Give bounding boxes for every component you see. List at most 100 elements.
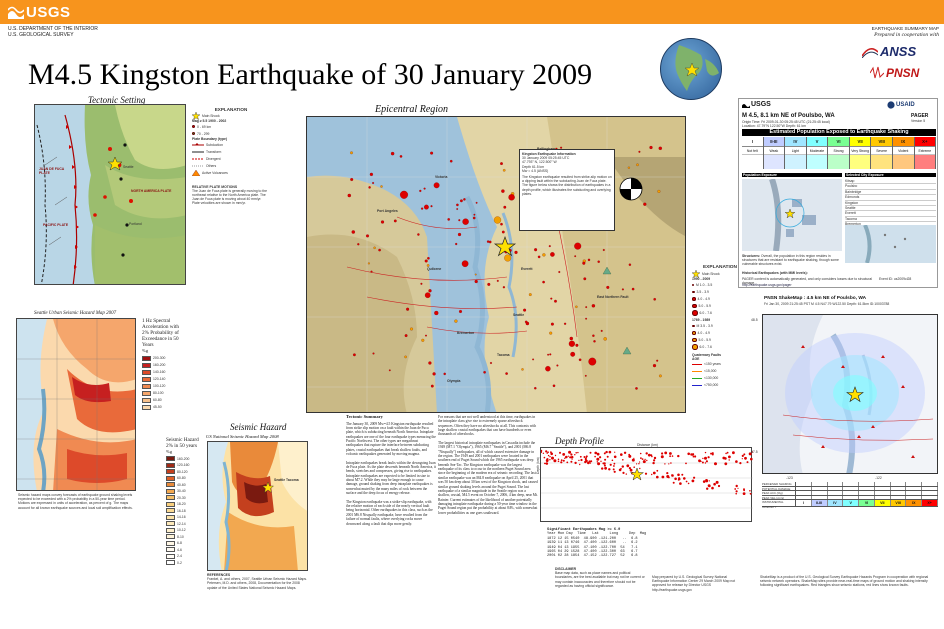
hazard-legend-label: 120-160 (177, 463, 190, 468)
depth-profile-dot (678, 477, 680, 479)
ages-list: <150 years <15,000 <130,000 <750,000 (692, 361, 748, 389)
usgs-logo[interactable]: USGS (8, 3, 71, 21)
depth-profile-dot (651, 473, 653, 476)
period2-list: M 3.5 - 3.9 4.0 - 4.9 5.0 - 5.9 6.0 - 7.6 (692, 323, 748, 351)
depth-profile-dot (605, 450, 608, 454)
depth-profile-dot (603, 464, 606, 467)
seismicity-dot (393, 219, 397, 223)
tectonic-legend-title: EXPLANATION (214, 107, 248, 112)
mag-heading: Mag ≥ 5.5 1900 - 2002 (192, 119, 227, 124)
hazard-legend-swatches: 160-200 120-160 80-120 60-80 40-60 30-40 20-30… (166, 456, 204, 567)
depth-profile-dot (562, 453, 566, 456)
depth-profile-dot (653, 456, 657, 460)
hazard-legend-title: Seismic Hazard 2% in 50 years (166, 437, 199, 449)
depth-profile-dot (669, 452, 672, 455)
pager-panel[interactable]: USGS USAID M 4.5, 8.1 km NE of Poulsbo, … (738, 98, 938, 288)
pager-url[interactable]: http://earthquake.usgs.gov/pager (742, 283, 792, 287)
depth-profile-dot (636, 463, 638, 465)
mmi-shaking: Weak (763, 146, 785, 154)
sig-table-header: Year Mon Day Time Lat Long Dep Mag (547, 532, 647, 537)
depth-profile-dot (741, 458, 743, 460)
seismicity-dot (378, 248, 381, 252)
depth-profile-dot (570, 453, 573, 456)
hazard-legend-label: 16-18 (177, 508, 186, 513)
epi-legend-row: 4.0 - 4.9 (692, 295, 748, 302)
depth-profile-dot (626, 464, 630, 468)
hazard-legend-label: 6-8 (177, 541, 182, 546)
anss-logo[interactable]: ANSS (862, 44, 916, 59)
pager-city-item: Everett (845, 211, 936, 217)
depth-profile-dot (653, 459, 656, 462)
intensity-scale-row: POTENTIAL DAMAGE (762, 486, 939, 492)
intensity-scale-cell (891, 491, 907, 495)
hazard-legend-swatch (166, 469, 175, 475)
depth-profile-dot (639, 452, 642, 455)
pager-population-map[interactable] (742, 179, 842, 251)
depth-profile-dot (577, 451, 579, 454)
hazard-legend-swatch (166, 560, 175, 566)
tectonic-map[interactable]: JUAN DE FUCA PLATE PACIFIC PLATE NORTH A… (34, 104, 186, 285)
seismicity-dot (428, 289, 432, 293)
mmi-column: IX Violent (892, 137, 915, 169)
depth-profile-chart[interactable]: Distance (km) Depth (km) (536, 443, 754, 522)
magnitude-dot-icon (692, 344, 698, 350)
hazard-legend-label: 20-30 (177, 495, 186, 500)
depth-profile-dot (596, 461, 598, 463)
mmi-column: II-III Weak (763, 137, 786, 169)
intensity-scale-cell (796, 491, 812, 495)
depth-profile-dot (681, 473, 684, 476)
period1-list: M 1.0 - 3.5 3.5 - 3.9 4.0 - 4.9 5.0 - 5.9 6.… (692, 281, 748, 316)
depth-profile-dot (735, 484, 738, 488)
shakemap-map[interactable] (762, 314, 938, 474)
intensity-scale-row: PEAK ACC.(%g) (762, 491, 939, 496)
seismicity-dot (542, 280, 545, 284)
depth-profile-dot (685, 462, 687, 465)
depth-profile-dot (549, 459, 551, 461)
urban-legend-label: 140-160 (153, 369, 166, 374)
urban-hazard-map[interactable] (16, 318, 136, 491)
epicentral-map[interactable]: Kingston Earthquake Information 30 Janua… (306, 116, 686, 413)
seismicity-dot (370, 270, 373, 273)
intensity-scale-cell (875, 486, 891, 491)
pager-table-title: Estimated Population Exposed to Earthqua… (742, 129, 936, 136)
magnitude-dot-icon (692, 283, 694, 286)
depth-profile-dot (674, 477, 677, 481)
seismicity-dot (603, 337, 607, 341)
place-olympia: Olympia (447, 379, 461, 383)
intensity-scale-cell (875, 495, 891, 500)
seismicity-dot (380, 220, 385, 224)
intensity-scale-cell: I (796, 500, 812, 507)
epi-legend-row: 5.0 - 5.9 (692, 337, 748, 344)
depth-profile-dot (565, 455, 568, 459)
seismicity-dot (635, 387, 638, 390)
pager-structures-title: Structures: (742, 254, 761, 258)
seismicity-dot (597, 260, 600, 263)
seismicity-dot (365, 234, 369, 238)
depth-profile-dot (677, 479, 680, 481)
mmi-fill (871, 154, 892, 169)
fault-age-row: <750,000 (692, 382, 748, 389)
mmi-fill (828, 154, 849, 169)
hazard-legend-row: 160-200 (166, 456, 204, 463)
hazard-legend-label: 4-6 (177, 547, 182, 552)
depth-profile-dot (746, 461, 749, 464)
anss-logo-text: ANSS (880, 44, 917, 59)
disclaimer-block: DISCLAIMER Base map data, such as place … (555, 567, 647, 588)
pnsn-logo[interactable]: PNSN (870, 66, 919, 80)
seismicity-dot (420, 207, 424, 210)
seismicity-dot (430, 151, 434, 155)
fault-age-row: <130,000 (692, 375, 748, 382)
seismicity-dot (524, 320, 528, 324)
usgs-logo-text: USGS (26, 3, 71, 21)
depth-profile-dot (570, 460, 573, 463)
pager-city-item: Tacoma (845, 217, 936, 223)
depth-profile-dot (579, 455, 582, 458)
epi-legend-row: 5.0 - 5.9 (692, 302, 748, 309)
seismicity-dot (508, 194, 515, 201)
intensity-scale-cell (843, 495, 860, 500)
intensity-scale-cell (891, 495, 907, 500)
depth-profile-dot (564, 457, 566, 459)
mmi-shaking: Extreme (914, 146, 936, 154)
intensity-scale-cell (812, 491, 828, 495)
national-hazard-map[interactable]: Seattle Tacoma (207, 441, 308, 571)
